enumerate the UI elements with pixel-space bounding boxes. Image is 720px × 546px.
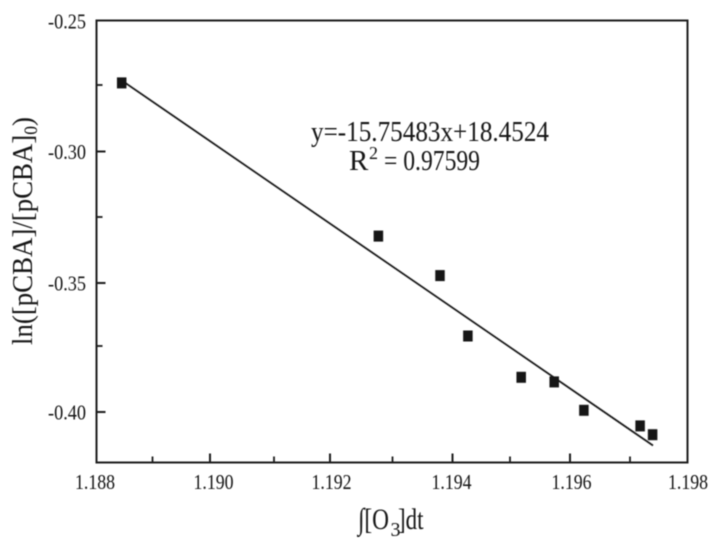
svg-text:1.196: 1.196 xyxy=(552,470,592,494)
svg-text:1.192: 1.192 xyxy=(312,470,352,494)
svg-text:ln([pCBA]/[pCBA]0): ln([pCBA]/[pCBA]0) xyxy=(7,117,42,345)
svg-text:]dt: ]dt xyxy=(398,503,424,536)
svg-text:-0.35: -0.35 xyxy=(48,271,86,295)
svg-text:2: 2 xyxy=(369,143,378,163)
svg-text:∫[O: ∫[O xyxy=(356,503,389,538)
svg-text:-0.40: -0.40 xyxy=(48,400,86,424)
svg-text:1.190: 1.190 xyxy=(194,470,234,494)
svg-text:-0.25: -0.25 xyxy=(48,9,86,33)
svg-text:3: 3 xyxy=(391,519,401,541)
svg-text:1.188: 1.188 xyxy=(75,470,115,494)
svg-text:R: R xyxy=(349,145,369,177)
svg-text:-0.30: -0.30 xyxy=(48,140,86,164)
svg-text:= 0.97599: = 0.97599 xyxy=(384,145,480,177)
svg-text:1.198: 1.198 xyxy=(668,470,708,494)
svg-text:y=-15.75483x+18.4524: y=-15.75483x+18.4524 xyxy=(311,116,549,148)
svg-text:1.194: 1.194 xyxy=(432,470,472,494)
